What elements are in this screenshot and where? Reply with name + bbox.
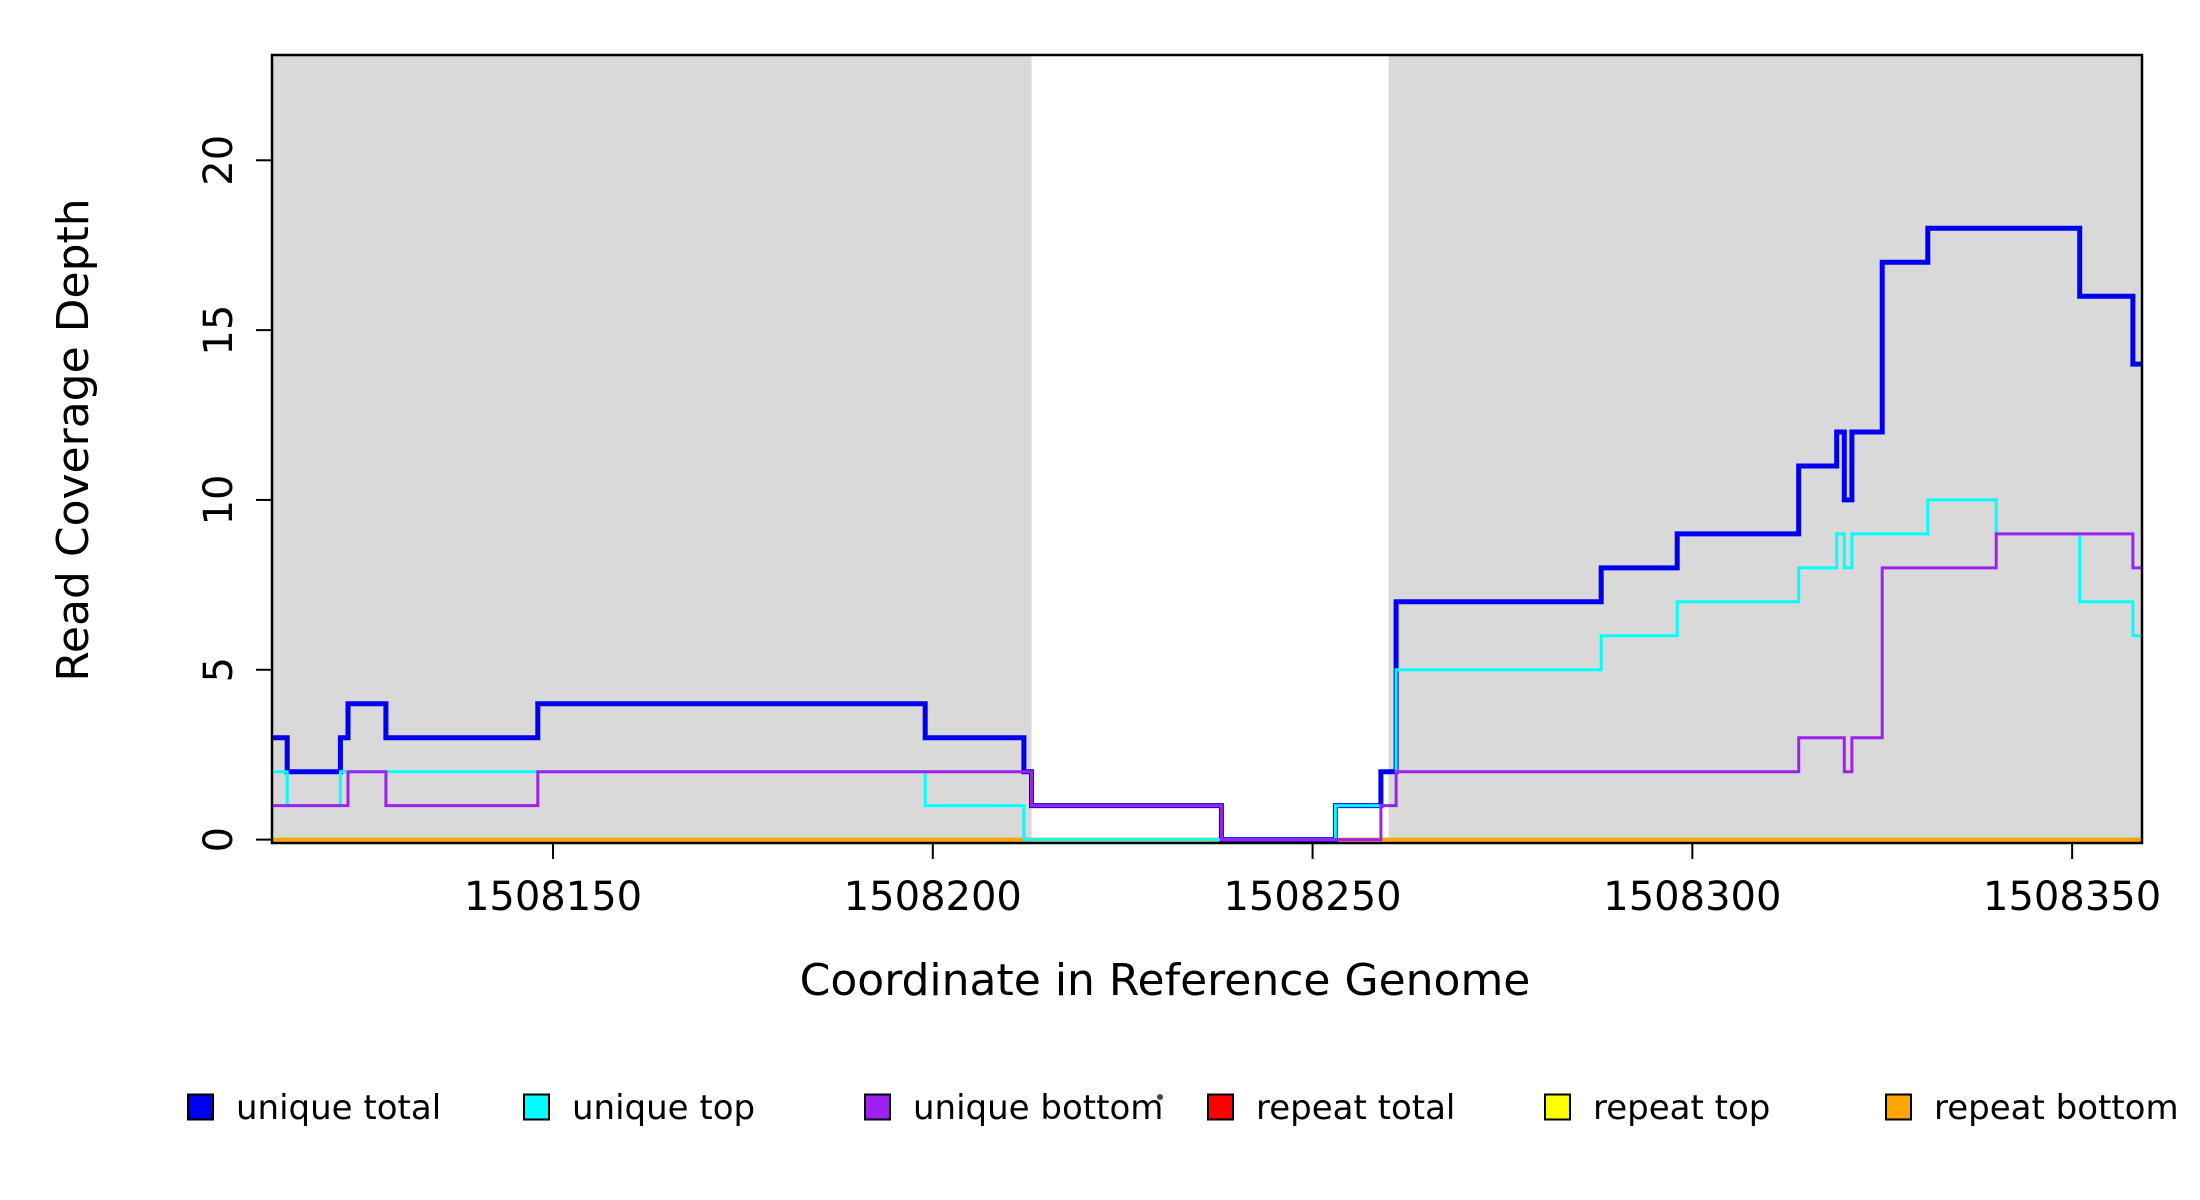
y-axis-tick-label: 5 <box>196 657 242 682</box>
legend-swatch-icon <box>523 1093 550 1121</box>
y-axis-title: Read Coverage Depth <box>48 198 99 681</box>
series-unique-total <box>272 225 2142 843</box>
y-axis-tick-label: 10 <box>196 474 242 525</box>
legend-item-unique-top: unique top <box>523 1088 755 1128</box>
x-axis-tick-label: 1508250 <box>1223 874 1401 920</box>
legend-label: repeat bottom <box>1934 1088 2179 1128</box>
legend-item-repeat-total: repeat total <box>1207 1088 1455 1128</box>
x-axis-tick-label: 1508150 <box>464 874 642 920</box>
legend-label: repeat total <box>1256 1088 1455 1128</box>
legend-item-repeat-bottom: repeat bottom <box>1885 1088 2179 1128</box>
stray-dot-artifact <box>1157 1094 1163 1100</box>
x-axis-title: Coordinate in Reference Genome <box>800 955 1531 1006</box>
legend-item-unique-total: unique total <box>187 1088 441 1128</box>
x-axis-tick-label: 1508200 <box>844 874 1022 920</box>
legend-label: unique top <box>572 1088 755 1128</box>
y-axis-tick-label: 15 <box>196 305 242 356</box>
legend-label: unique total <box>236 1088 441 1128</box>
legend-item-repeat-top: repeat top <box>1544 1088 1770 1128</box>
legend-label: unique bottom <box>913 1088 1163 1128</box>
shaded-region-left <box>272 55 1032 843</box>
series-unique-top <box>272 498 2142 842</box>
plot-border <box>270 53 2144 845</box>
y-axis-tick-label: 20 <box>196 135 242 186</box>
legend-swatch-icon <box>1544 1093 1571 1121</box>
y-axis-tick-label: 0 <box>196 827 242 852</box>
legend-item-unique-bottom: unique bottom <box>864 1088 1163 1128</box>
series-unique-bottom <box>272 532 2142 842</box>
legend-swatch-icon <box>1885 1093 1912 1121</box>
legend-label: repeat top <box>1593 1088 1770 1128</box>
legend-swatch-icon <box>1207 1093 1234 1121</box>
x-axis-tick-label: 1508300 <box>1603 874 1781 920</box>
shaded-region-right <box>1388 55 2142 843</box>
legend-swatch-icon <box>864 1093 891 1121</box>
legend-swatch-icon <box>187 1093 214 1121</box>
x-axis-tick-label: 1508350 <box>1983 874 2161 920</box>
